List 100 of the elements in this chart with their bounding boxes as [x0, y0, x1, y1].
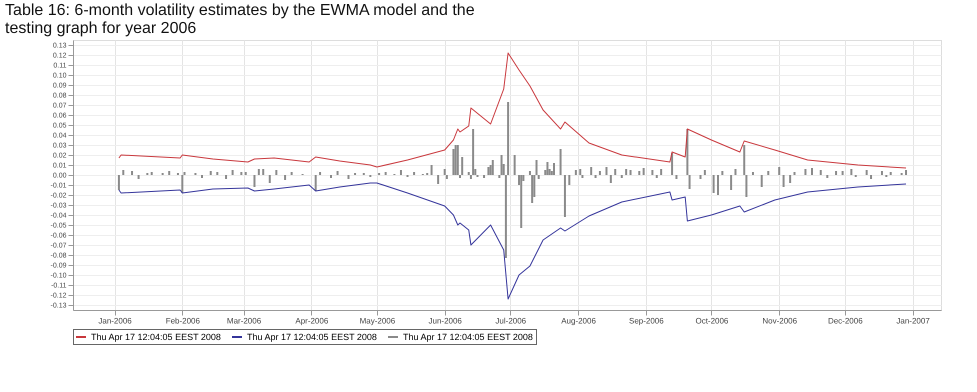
- bar: [504, 175, 507, 258]
- bar: [118, 175, 120, 190]
- bar: [347, 175, 350, 179]
- bar: [610, 175, 612, 183]
- bar: [560, 149, 562, 175]
- bar: [456, 145, 459, 175]
- x-tick-label: Sep-2006: [628, 316, 664, 326]
- bar: [240, 172, 242, 175]
- bar: [614, 169, 616, 175]
- bar: [778, 167, 780, 175]
- bar: [446, 175, 448, 179]
- bar: [842, 171, 844, 175]
- bar: [870, 175, 872, 179]
- bar: [734, 169, 736, 175]
- bar: [730, 175, 732, 190]
- bar: [319, 172, 322, 175]
- bar: [716, 175, 719, 195]
- bar: [835, 171, 838, 175]
- x-tick-label: Apr-2006: [295, 316, 329, 326]
- bar: [122, 170, 124, 175]
- bar: [699, 175, 702, 179]
- bar: [605, 167, 608, 175]
- x-tick-label: Jan-2006: [98, 316, 132, 326]
- x-tick-label: Jun-2006: [428, 316, 462, 326]
- bar: [826, 175, 828, 178]
- bar: [630, 170, 632, 175]
- bar: [553, 163, 556, 175]
- bar: [688, 175, 691, 189]
- bar: [168, 171, 170, 175]
- bar: [671, 153, 674, 175]
- bar: [275, 170, 278, 175]
- chart-title: Table 16: 6-month volatility estimates by the EWMA model and the testing graph for year 2006: [5, 2, 475, 37]
- bar: [452, 149, 454, 175]
- legend-label: Thu Apr 17 12:04:05 EEST 2008: [403, 332, 533, 342]
- bar: [472, 129, 474, 175]
- bar: [514, 155, 516, 175]
- bar: [444, 169, 446, 175]
- bar: [620, 175, 623, 178]
- bar: [866, 170, 868, 175]
- bar: [574, 170, 577, 175]
- bar: [905, 170, 908, 175]
- bar: [638, 171, 640, 175]
- line-series: [118, 52, 907, 168]
- bar: [413, 172, 416, 175]
- bar: [258, 169, 260, 175]
- bar: [284, 175, 286, 180]
- bar: [564, 175, 566, 217]
- bar: [767, 171, 770, 175]
- x-tick-label: May-2006: [360, 316, 396, 326]
- bar: [594, 175, 597, 178]
- bar: [468, 172, 470, 175]
- bar: [656, 175, 658, 178]
- bar: [210, 171, 212, 175]
- bar: [498, 175, 500, 178]
- bar: [579, 169, 582, 175]
- bar: [500, 155, 503, 175]
- bar: [660, 169, 662, 175]
- bar: [470, 175, 472, 179]
- bar: [538, 175, 540, 179]
- x-tick-label: Aug-2006: [561, 316, 596, 326]
- x-tick-label: Jul-2006: [495, 316, 527, 326]
- bar: [336, 171, 339, 175]
- bar: [430, 165, 433, 175]
- x-tick-label: Oct-2006: [695, 316, 729, 326]
- x-tick-label: Dec-2006: [828, 316, 864, 326]
- bar: [262, 169, 264, 175]
- x-tick-label: Nov-2006: [762, 316, 798, 326]
- bar: [200, 175, 203, 178]
- bar: [138, 175, 140, 179]
- bar: [721, 171, 724, 175]
- bar: [253, 175, 256, 187]
- bar: [232, 170, 234, 175]
- bar: [528, 171, 531, 175]
- bar: [268, 175, 271, 183]
- bar: [704, 170, 706, 175]
- bar: [520, 175, 522, 228]
- bar: [760, 175, 763, 187]
- bar: [458, 175, 461, 178]
- x-tick-label: Jan-2007: [896, 316, 930, 326]
- bar: [794, 172, 796, 175]
- bar: [536, 160, 538, 175]
- bar: [290, 172, 293, 175]
- bar: [675, 175, 678, 179]
- bar: [483, 175, 486, 178]
- bar: [314, 175, 317, 191]
- bar: [244, 172, 247, 175]
- bar: [150, 172, 153, 175]
- bar: [492, 160, 494, 175]
- bar: [454, 145, 457, 175]
- bar: [745, 175, 748, 197]
- bar: [581, 175, 584, 178]
- bar: [437, 175, 440, 184]
- bar: [890, 172, 892, 175]
- x-tick-label: Feb-2006: [166, 316, 200, 326]
- bar: [184, 172, 186, 175]
- bar: [568, 175, 570, 185]
- bar: [850, 169, 852, 175]
- bar: [131, 171, 134, 175]
- bar: [546, 162, 548, 175]
- legend-label: Thu Apr 17 12:04:05 EEST 2008: [247, 332, 377, 342]
